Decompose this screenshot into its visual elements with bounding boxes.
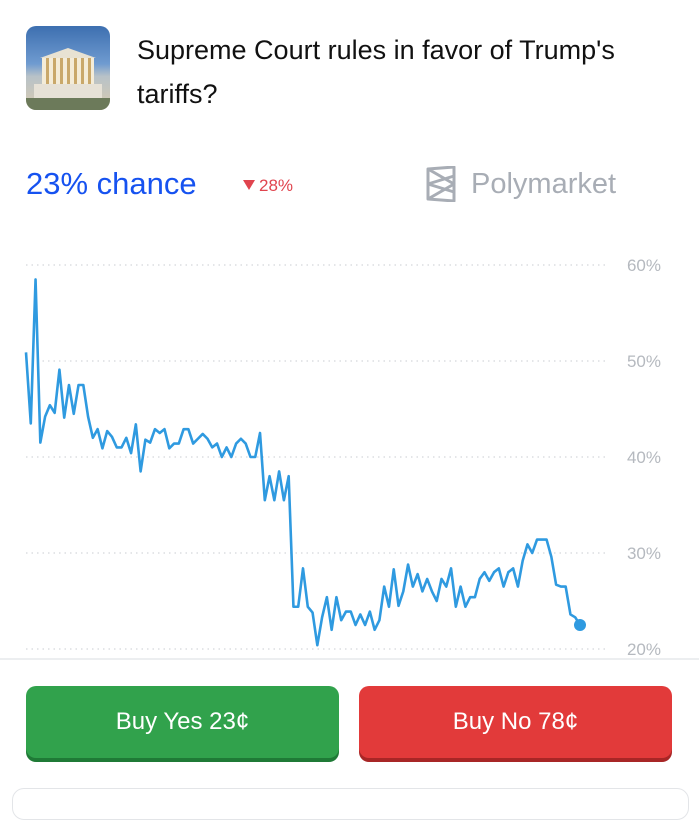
change-value: 28% [259,176,294,195]
current-point-marker [574,619,586,631]
y-tick-label: 40% [627,448,661,467]
brand-name: Polymarket [471,167,617,200]
y-tick-label: 60% [627,256,661,275]
price-line [24,278,582,647]
bottom-card [12,788,689,820]
buy-yes-button[interactable]: Buy Yes 23¢ [26,686,339,758]
market-title[interactable]: Supreme Court rules in favor of Trump's … [137,35,615,109]
price-chart: 60% 50% 40% 30% 20% [24,256,661,659]
y-tick-label: 20% [627,640,661,659]
chance-value: 23% chance [26,166,197,201]
polymarket-icon [426,166,456,202]
change-badge: 28% [243,176,293,196]
buy-no-button[interactable]: Buy No 78¢ [359,686,672,758]
down-triangle-icon [243,180,255,190]
y-tick-label: 30% [627,544,661,563]
y-tick-label: 50% [627,352,661,371]
divider [0,658,699,660]
polymarket-logo: Polymarket [425,166,616,202]
market-image [26,26,110,110]
